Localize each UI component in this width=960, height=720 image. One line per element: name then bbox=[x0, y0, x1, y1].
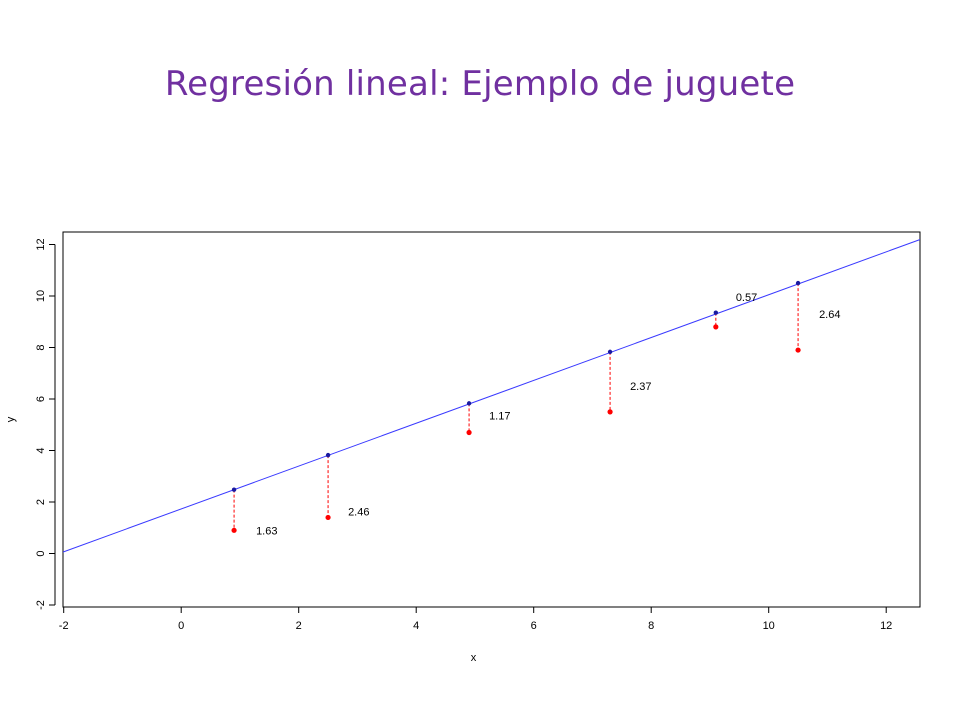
y-tick-label: 0 bbox=[35, 550, 47, 556]
x-tick-label: 8 bbox=[648, 620, 654, 632]
x-tick-label: -2 bbox=[59, 620, 69, 632]
x-tick-label: 12 bbox=[880, 620, 892, 632]
y-tick-label: 12 bbox=[35, 238, 47, 250]
observed-point bbox=[231, 527, 237, 533]
fitted-point bbox=[795, 280, 801, 286]
y-axis-title: y bbox=[5, 416, 17, 422]
residual-label: 2.64 bbox=[819, 309, 840, 321]
x-tick-label: 0 bbox=[178, 620, 184, 632]
fitted-point bbox=[607, 349, 613, 355]
observed-point bbox=[466, 429, 472, 436]
y-tick-label: -2 bbox=[35, 600, 47, 610]
y-tick-label: 10 bbox=[35, 290, 47, 302]
residual-label: 0.57 bbox=[736, 292, 757, 304]
x-tick-label: 6 bbox=[531, 620, 537, 632]
y-tick-label: 6 bbox=[35, 396, 47, 402]
x-axis-title: x bbox=[471, 652, 477, 664]
slide-title: Regresión lineal: Ejemplo de juguete bbox=[164, 64, 796, 104]
fitted-point bbox=[231, 487, 237, 492]
fitted-point bbox=[466, 401, 472, 406]
plot-area bbox=[63, 239, 920, 553]
observed-point bbox=[795, 347, 801, 353]
observed-point bbox=[325, 514, 331, 521]
y-axis: -2 0 2 4 6 8 10 12 bbox=[35, 238, 56, 610]
residual-label: 2.37 bbox=[630, 381, 651, 393]
observed-point bbox=[713, 324, 719, 330]
y-tick-label: 4 bbox=[35, 447, 47, 453]
observed-point bbox=[607, 409, 613, 415]
x-axis: -2 0 2 4 6 8 10 12 bbox=[59, 606, 892, 632]
residual-label: 2.46 bbox=[348, 506, 369, 518]
residual-label: 1.63 bbox=[256, 525, 277, 537]
x-tick-label: 4 bbox=[413, 620, 419, 632]
regression-line bbox=[63, 239, 920, 553]
fitted-point bbox=[713, 310, 719, 315]
y-tick-label: 8 bbox=[35, 344, 47, 350]
x-tick-label: 10 bbox=[763, 620, 775, 632]
x-tick-label: 2 bbox=[296, 620, 302, 632]
residual-label: 1.17 bbox=[489, 410, 510, 422]
y-tick-label: 2 bbox=[35, 499, 47, 505]
fitted-point bbox=[325, 452, 331, 458]
